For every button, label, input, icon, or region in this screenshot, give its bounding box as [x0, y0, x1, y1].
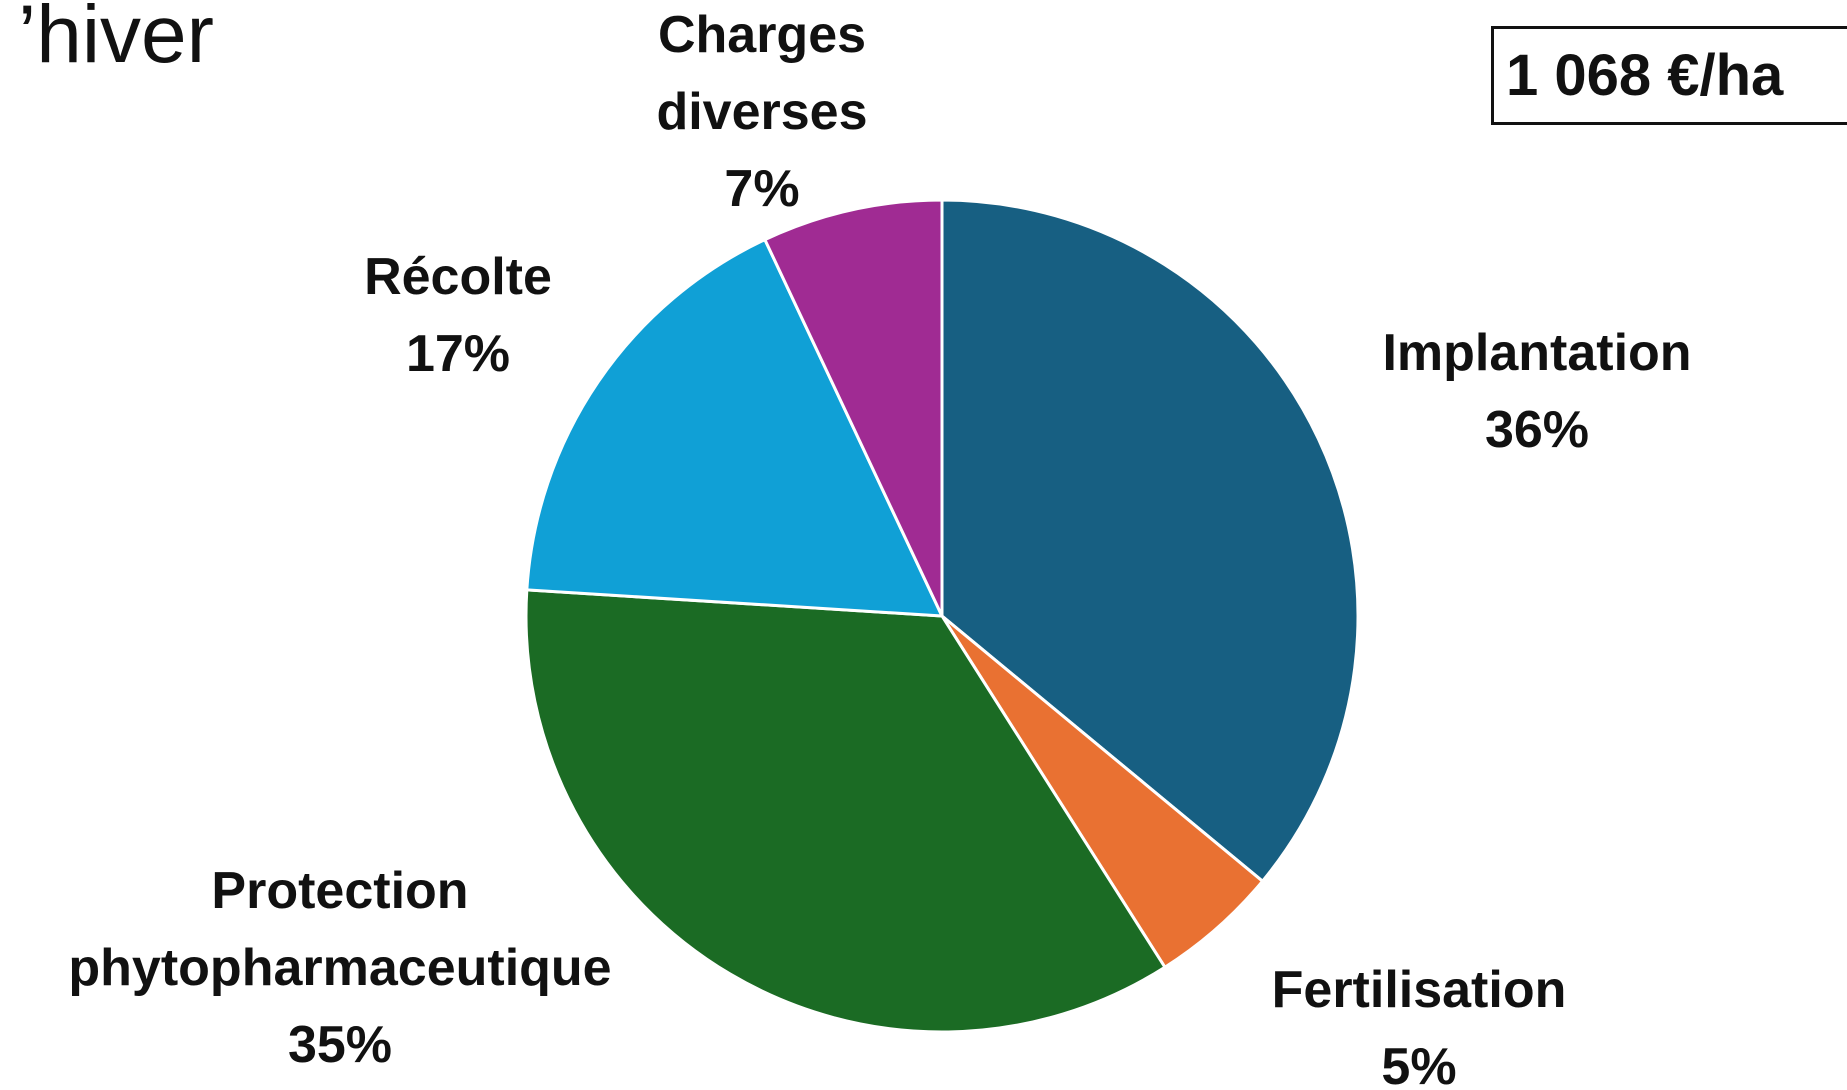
- slice-name: Charges diverses: [656, 6, 868, 141]
- chart-title: ’hiver: [18, 0, 214, 80]
- pie-slice: [940, 198, 1360, 884]
- pie-slice: [525, 237, 945, 618]
- slice-name: Protection phytopharmaceutique: [68, 862, 612, 997]
- slice-label: Charges diverses 7%: [612, 0, 912, 228]
- slice-value: 7%: [724, 160, 800, 218]
- pie-slice: [762, 198, 944, 617]
- slice-value: 17%: [405, 325, 511, 383]
- slice-value: 36%: [1484, 401, 1590, 459]
- total-annotation: 1 068 €/ha: [1491, 26, 1847, 125]
- slice-name: Fertilisation: [1271, 961, 1567, 1019]
- slice-label: Récolte 17%: [308, 239, 608, 393]
- slice-label: Protection phytopharmaceutique 35%: [20, 853, 660, 1084]
- slice-label: Implantation 36%: [1327, 315, 1747, 469]
- slice-name: Récolte: [364, 248, 552, 306]
- slice-name: Implantation: [1382, 324, 1692, 382]
- slice-value: 35%: [287, 1016, 393, 1074]
- slice-value: 5%: [1381, 1038, 1457, 1090]
- slice-label: Fertilisation 5%: [1209, 952, 1629, 1090]
- pie-slice: [524, 588, 1167, 1034]
